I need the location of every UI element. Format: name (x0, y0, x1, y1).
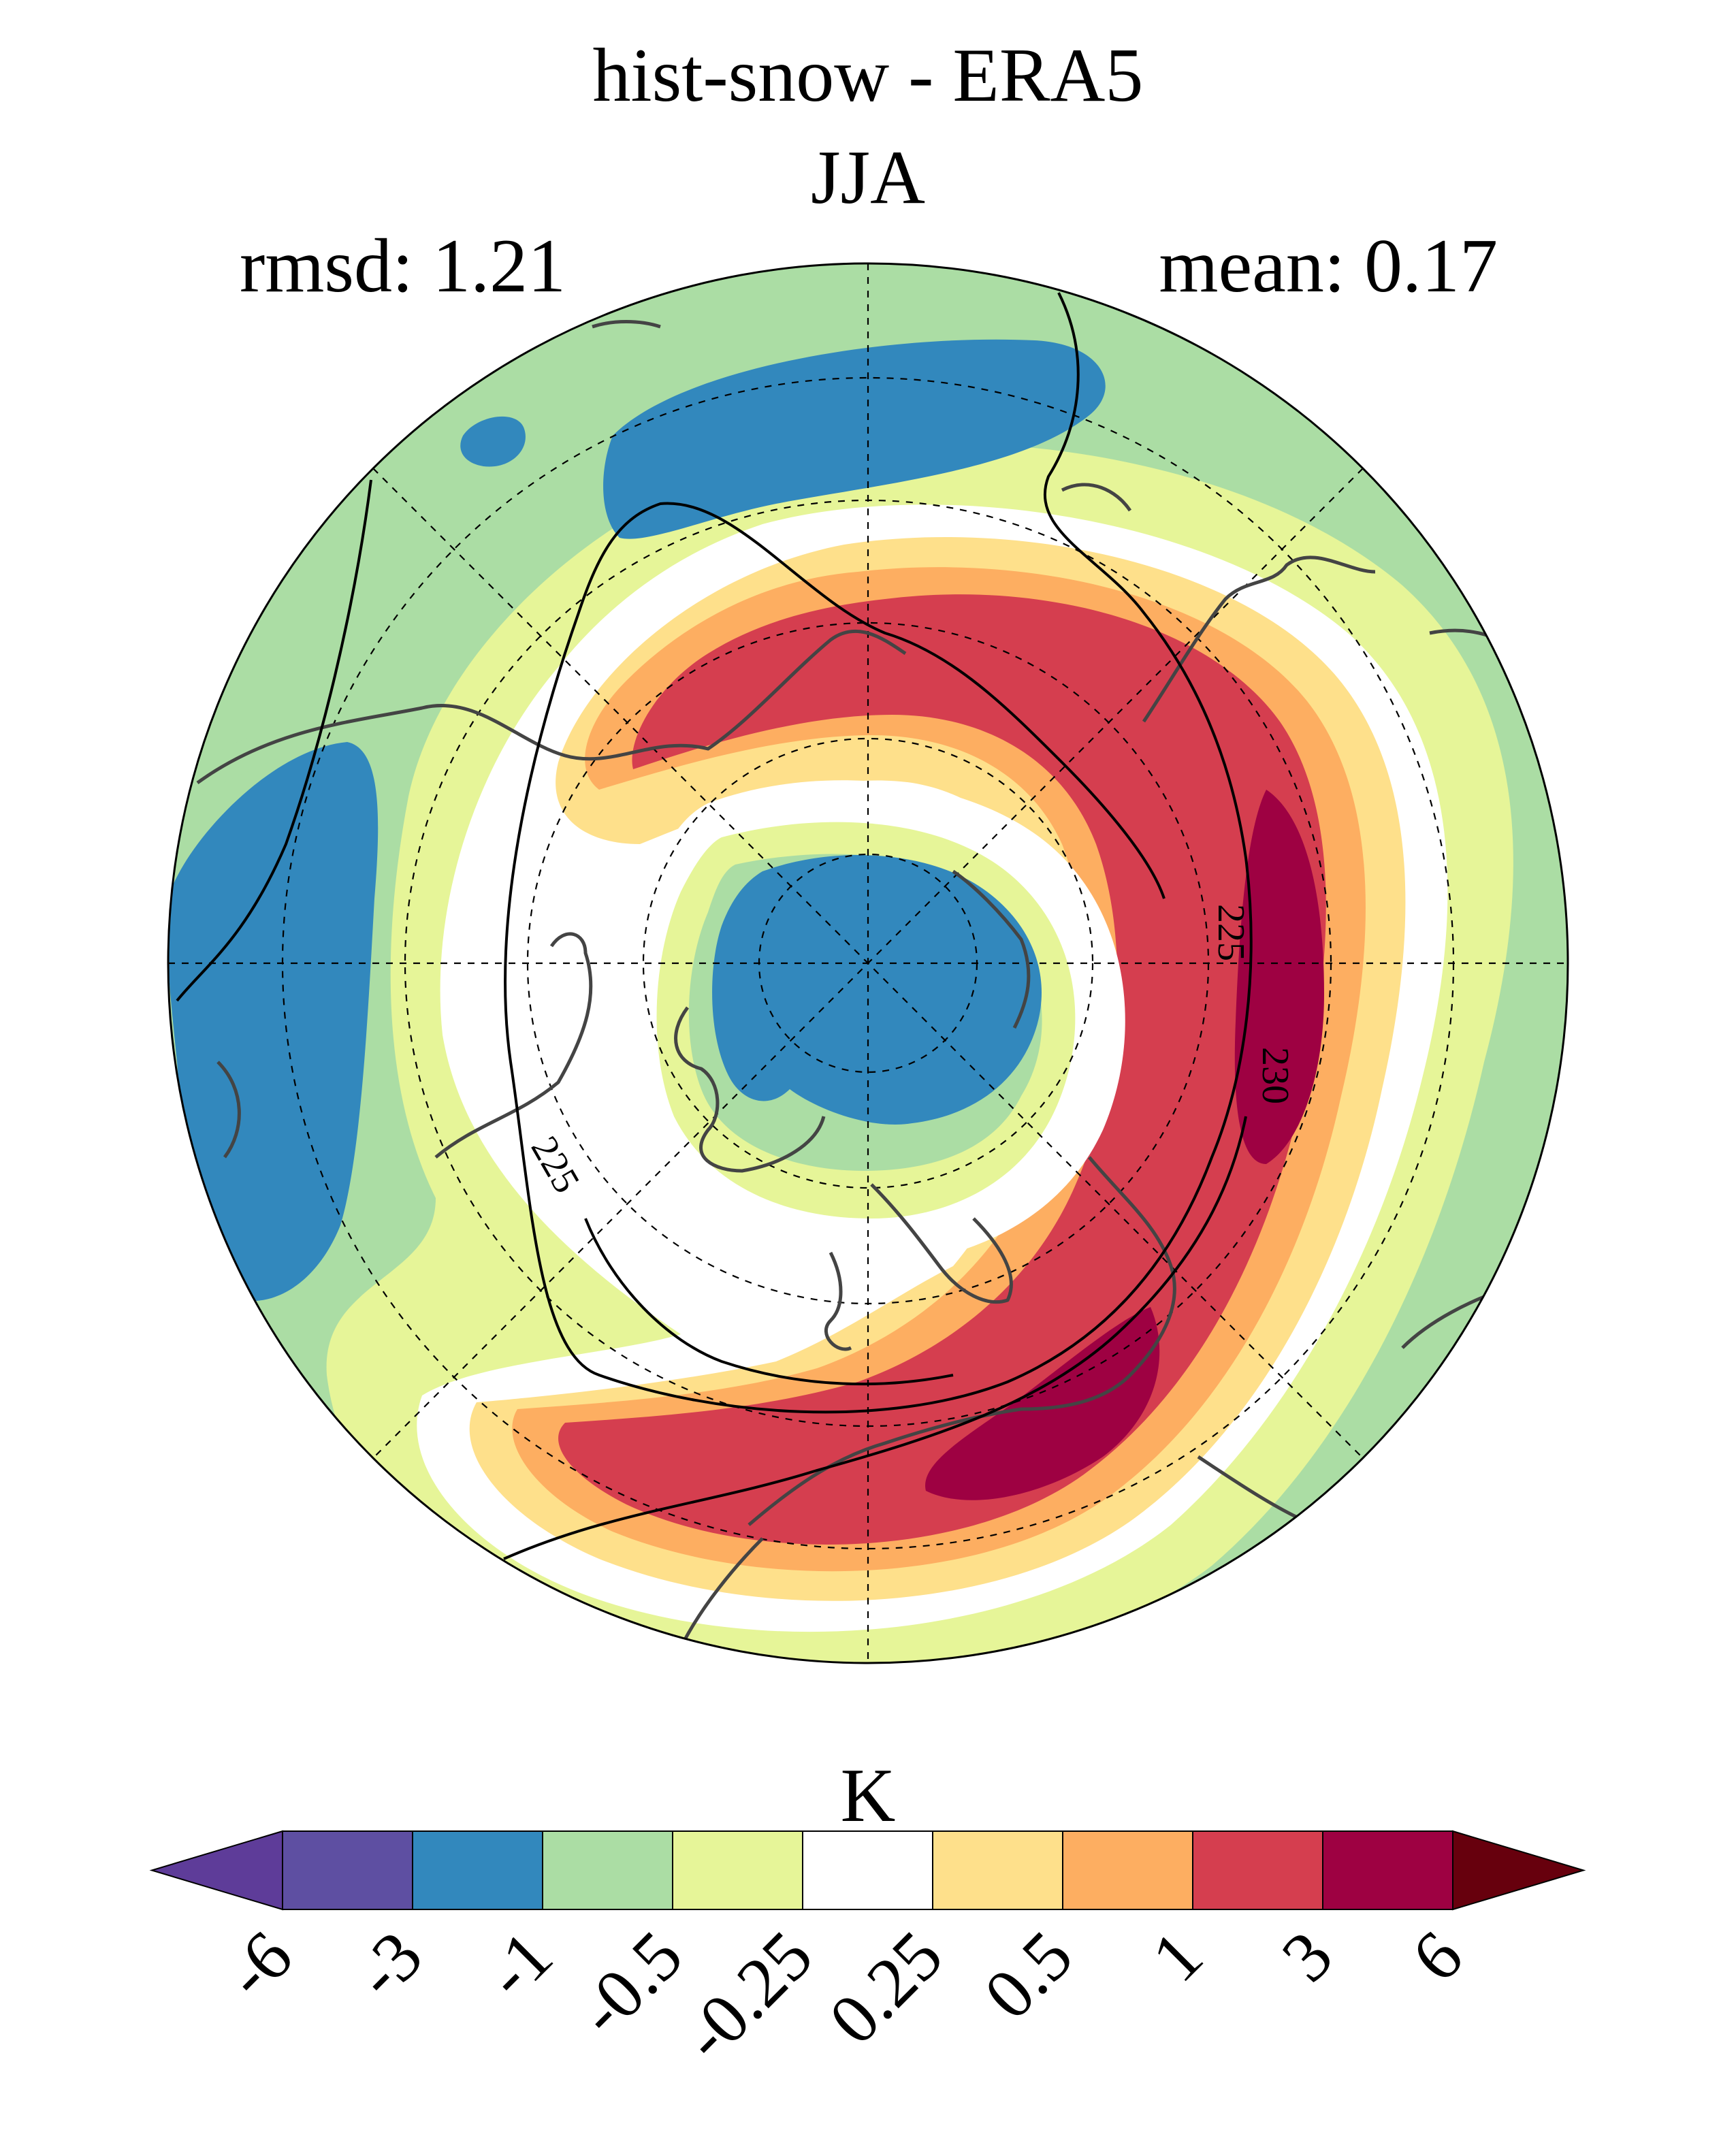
colorbar-swatches (149, 1830, 1586, 1911)
colorbar-swatch (542, 1830, 673, 1910)
region-red (558, 594, 1326, 1545)
colorbar-tick-label: 1 (1137, 1916, 1217, 1997)
colorbar-tick-label: 3 (1267, 1916, 1347, 1997)
colorbar-swatch (282, 1830, 413, 1910)
colorbar-tick-label: 0.25 (814, 1916, 957, 2059)
graticule (168, 263, 1568, 1663)
region-pacific-blue (603, 339, 1106, 539)
colorbar-tick-label: -1 (470, 1916, 568, 2014)
contour-lines (176, 292, 1253, 1560)
colorbar-swatch (1062, 1830, 1193, 1910)
colorbar-swatch (802, 1830, 933, 1910)
colorbar-swatch (1192, 1830, 1323, 1910)
season-label: JJA (811, 135, 925, 220)
contour-label-230: 230 (1254, 1047, 1296, 1104)
colorbar-unit: K (841, 1754, 896, 1838)
colorbar-tick-label: -0.25 (668, 1916, 828, 2076)
figure-title: hist-snow - ERA5 (593, 33, 1144, 118)
colorbar-swatch (1322, 1830, 1453, 1910)
region-arctic-blue (712, 855, 1042, 1125)
mean-label: mean: 0.17 (1159, 224, 1498, 308)
colorbar-swatch (412, 1830, 543, 1910)
colorbar-tick-label: 6 (1397, 1916, 1477, 1997)
colorbar-tick-label: 0.5 (969, 1916, 1087, 2034)
colorbar-swatch (672, 1830, 803, 1910)
map-border (167, 262, 1569, 1664)
colorbar-swatch (932, 1830, 1063, 1910)
region-atlantic-blue (168, 742, 379, 1302)
colorbar-tick-labels: -6 -3 -1-0.5-0.250.25 0.5 1 3 6 (210, 1916, 1478, 2076)
colorbar: K -6 -3 -1-0.5-0.250.25 0.5 1 3 6 (149, 1754, 1586, 2076)
contour-label-225-east: 225 (1210, 904, 1252, 961)
region-dark-red-south (925, 1307, 1160, 1500)
colorbar-tick-label: -6 (210, 1916, 308, 2014)
region-small-blue (460, 416, 526, 467)
colorbar-extend-low (149, 1830, 283, 1911)
colorbar-extend-high (1452, 1830, 1586, 1911)
rmsd-label: rmsd: 1.21 (240, 224, 566, 308)
polar-map: 225 230 225 (167, 262, 1569, 1664)
region-nw-green (184, 732, 306, 803)
colorbar-tick-label: -3 (340, 1916, 438, 2014)
region-dark-red-east (1234, 790, 1324, 1164)
